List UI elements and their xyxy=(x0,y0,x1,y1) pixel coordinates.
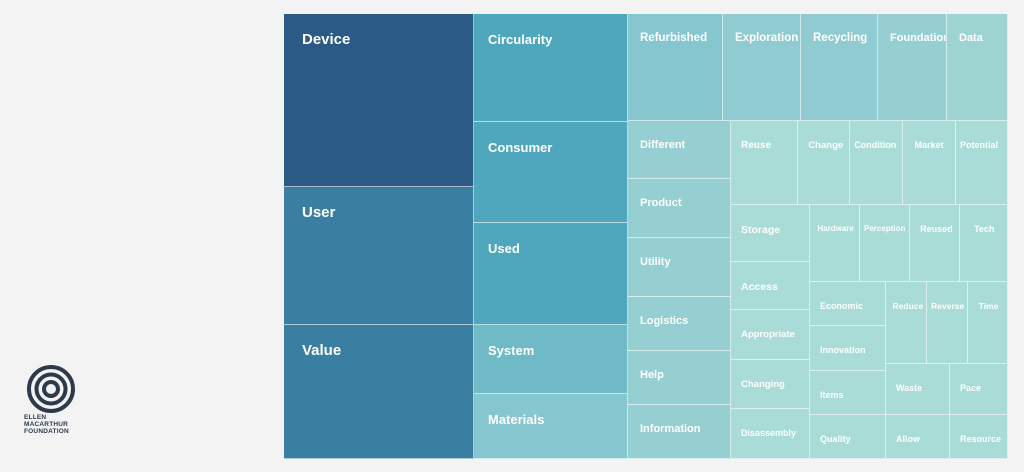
treemap-cell-reuse: Reuse xyxy=(731,121,798,205)
treemap-cell-label: Data xyxy=(959,32,983,44)
treemap-cell-label: Storage xyxy=(741,224,781,236)
treemap-cell-pace: Pace xyxy=(950,364,1008,415)
logo-line: MACARTHUR xyxy=(24,421,69,428)
treemap-cell-quality: Quality xyxy=(810,415,886,459)
treemap-cell-user: User xyxy=(284,187,474,325)
treemap-cell-label: Disassembly xyxy=(741,428,797,438)
treemap-cell-information: Information xyxy=(628,405,731,459)
treemap-cell-label: Device xyxy=(302,31,351,48)
treemap-cell-label: Allow xyxy=(896,434,920,444)
treemap-cell-circularity: Circularity xyxy=(474,14,628,122)
treemap-cell-exploration: Exploration xyxy=(723,14,801,121)
concentric-circles-icon xyxy=(27,365,75,413)
treemap-cell-label: Materials xyxy=(488,412,545,427)
treemap-cell-time: Time xyxy=(968,282,1008,364)
treemap-cell-label: Refurbished xyxy=(640,32,708,44)
treemap-cell-label: Appropriate xyxy=(741,329,795,340)
treemap-cell-label: Reuse xyxy=(741,140,772,151)
logo-wordmark: ELLEN MACARTHUR FOUNDATION xyxy=(24,414,69,435)
treemap-cell-reduce: Reduce xyxy=(886,282,927,364)
treemap-cell-label: Reverse xyxy=(931,301,965,311)
treemap-cell-changing: Changing xyxy=(731,360,810,409)
treemap-cell-label: Condition xyxy=(854,140,897,150)
treemap-cell-label: Recycling xyxy=(813,32,868,44)
treemap-cell-reused: Reused xyxy=(910,205,960,282)
treemap-cell-label: Reduce xyxy=(892,301,924,311)
treemap-cell-condition: Condition xyxy=(850,121,903,205)
treemap-cell-label: Changing xyxy=(741,379,785,390)
treemap-cell-access: Access xyxy=(731,262,810,310)
treemap-cell-label: System xyxy=(488,343,535,358)
treemap-cell-label: Innovation xyxy=(820,345,866,355)
treemap-cell-label: Perception xyxy=(864,224,906,233)
treemap-cell-label: Reused xyxy=(920,224,953,234)
treemap-cell-label: Items xyxy=(820,390,844,400)
treemap-cell-value: Value xyxy=(284,325,474,459)
treemap-cell-label: User xyxy=(302,204,336,221)
treemap-cell-logistics: Logistics xyxy=(628,297,731,351)
treemap-cell-label: Potential xyxy=(960,140,999,150)
treemap-cell-label: Pace xyxy=(960,383,982,393)
treemap-cell-items: Items xyxy=(810,371,886,415)
treemap-cell-label: Information xyxy=(640,423,701,435)
treemap-cell-tech: Tech xyxy=(960,205,1008,282)
treemap-cell-potential: Potential xyxy=(956,121,1008,205)
treemap-cell-market: Market xyxy=(903,121,956,205)
treemap-cell-disassembly: Disassembly xyxy=(731,409,810,459)
treemap-cell-system: System xyxy=(474,325,628,394)
treemap-cell-label: Help xyxy=(640,369,664,381)
treemap-cell-label: Change xyxy=(808,140,844,151)
treemap-cell-label: Product xyxy=(640,197,682,209)
treemap-cell-allow: Allow xyxy=(886,415,950,459)
treemap-cell-perception: Perception xyxy=(860,205,910,282)
treemap-cell-label: Utility xyxy=(640,256,671,268)
treemap-cell-different: Different xyxy=(628,121,731,179)
treemap-cell-waste: Waste xyxy=(886,364,950,415)
treemap-cell-label: Economic xyxy=(820,301,864,311)
treemap-cell-label: Exploration xyxy=(735,32,799,44)
treemap-cell-storage: Storage xyxy=(731,205,810,262)
treemap-cell-change: Change xyxy=(798,121,850,205)
treemap-cell-label: Quality xyxy=(820,434,851,444)
treemap-cell-label: Value xyxy=(302,342,342,359)
treemap-cell-hardware: Hardware xyxy=(810,205,860,282)
treemap-cell-resource: Resource xyxy=(950,415,1008,459)
treemap-cell-innovation: Innovation xyxy=(810,326,886,371)
treemap-cell-product: Product xyxy=(628,179,731,238)
ellen-macarthur-foundation-logo: ELLEN MACARTHUR FOUNDATION xyxy=(24,364,84,444)
treemap-cell-appropriate: Appropriate xyxy=(731,310,810,360)
treemap-cell-label: Hardware xyxy=(817,224,854,233)
treemap-cell-label: Access xyxy=(741,281,778,293)
treemap-cell-label: Logistics xyxy=(640,315,689,327)
treemap-cell-materials: Materials xyxy=(474,394,628,459)
treemap-cell-data: Data xyxy=(947,14,1008,121)
treemap-cell-label: Resource xyxy=(960,434,1002,444)
treemap-cell-consumer: Consumer xyxy=(474,122,628,223)
treemap-cell-label: Foundation xyxy=(890,32,947,44)
logo-line: FOUNDATION xyxy=(24,428,69,435)
treemap-cell-label: Used xyxy=(488,241,520,256)
treemap-cell-label: Time xyxy=(978,301,999,311)
treemap-cell-foundation: Foundation xyxy=(878,14,947,121)
treemap-cell-refurbished: Refurbished xyxy=(628,14,723,121)
treemap-cell-label: Different xyxy=(640,139,686,151)
treemap-cell-label: Market xyxy=(914,140,944,150)
treemap-chart: Device User Value Circularity Consumer Used Sy… xyxy=(284,14,1008,459)
treemap-cell-label: Tech xyxy=(974,224,995,234)
treemap-cell-label: Waste xyxy=(896,383,923,393)
treemap-cell-recycling: Recycling xyxy=(801,14,878,121)
treemap-cell-help: Help xyxy=(628,351,731,405)
treemap-cell-label: Consumer xyxy=(488,140,553,155)
treemap-cell-reverse: Reverse xyxy=(927,282,968,364)
treemap-cell-used: Used xyxy=(474,223,628,325)
treemap-cell-utility: Utility xyxy=(628,238,731,297)
treemap-cell-device: Device xyxy=(284,14,474,187)
treemap-cell-label: Circularity xyxy=(488,32,553,47)
treemap-cell-economic: Economic xyxy=(810,282,886,326)
logo-line: ELLEN xyxy=(24,414,47,421)
